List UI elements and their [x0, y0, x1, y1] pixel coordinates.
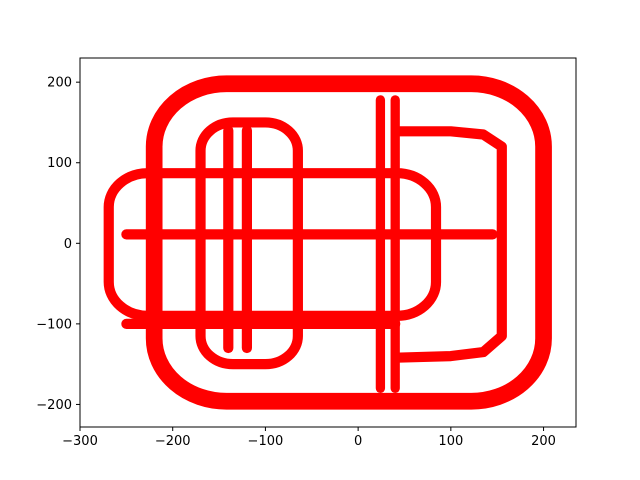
y-tick-label: 200	[47, 76, 72, 91]
series-0-segment-0	[145, 75, 552, 410]
y-axis: 200 100 0 −100 −200	[36, 76, 80, 413]
y-tick-label: −100	[36, 317, 72, 332]
series-0-segment-2	[103, 168, 442, 321]
series-0-segment-3	[391, 126, 507, 363]
x-tick-label: 0	[354, 434, 362, 449]
axes-frame	[79, 57, 577, 428]
x-tick-label: −200	[155, 434, 191, 449]
y-tick-label: 100	[47, 156, 72, 171]
x-tick-label: 200	[531, 434, 556, 449]
series-0-segment-1	[195, 117, 303, 370]
x-tick-label: −300	[62, 434, 98, 449]
y-tick-label: 0	[64, 237, 72, 252]
x-axis: −300 −200 −100 0 100 200	[62, 427, 556, 449]
x-tick-label: 100	[438, 434, 463, 449]
series-layer	[103, 75, 552, 410]
x-tick-label: −100	[248, 434, 284, 449]
y-tick-label: −200	[36, 398, 72, 413]
